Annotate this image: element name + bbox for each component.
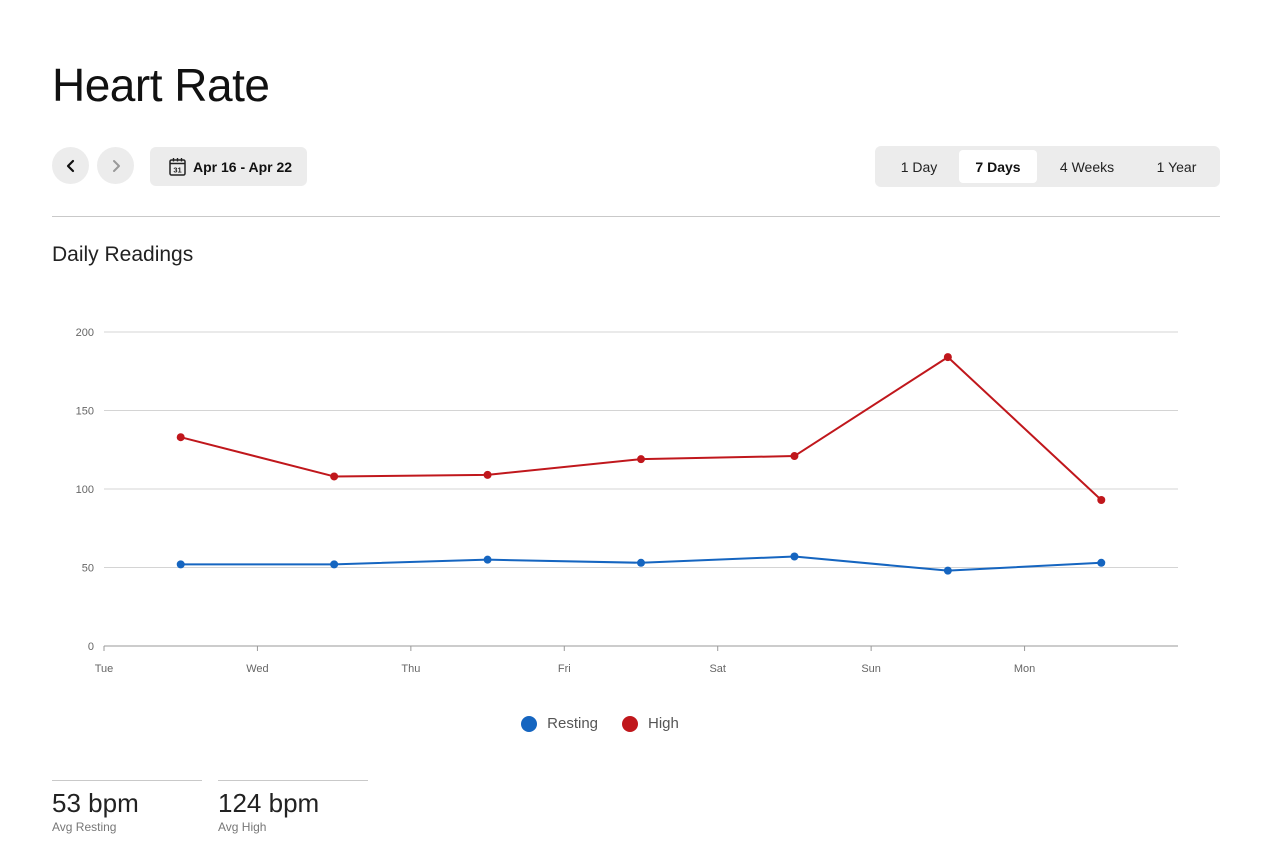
data-point-high [330,472,339,481]
data-point-resting [176,560,185,569]
y-tick-label: 150 [76,406,94,418]
calendar-icon: 31 [169,158,186,176]
x-tick-label: Tue [95,663,114,675]
time-range-selector: 1 Day 7 Days 4 Weeks 1 Year [875,146,1220,187]
legend-item-resting[interactable]: Resting [521,715,598,732]
data-point-resting [330,560,339,569]
data-point-resting [483,555,492,564]
y-tick-label: 200 [76,327,94,339]
range-tab-1-day[interactable]: 1 Day [900,158,938,175]
data-point-high [483,470,492,479]
series-line-high [180,356,1102,501]
legend-swatch-resting [521,715,538,732]
data-point-high [1097,495,1106,504]
data-point-resting [943,566,952,575]
data-point-high [637,455,645,464]
y-tick-label: 100 [76,484,94,496]
calendar-day-number: 31 [173,166,181,175]
x-tick-label: Sun [861,663,881,675]
next-period-button[interactable] [97,147,134,184]
x-tick-label: Thu [401,663,420,675]
data-point-resting [637,558,645,567]
stat-value: 53 bpm [52,788,139,818]
previous-period-button[interactable] [52,147,89,184]
legend-item-high[interactable]: High [622,715,679,732]
stat-value: 124 bpm [218,788,320,818]
legend-label-resting: Resting [547,715,598,732]
y-tick-label: 0 [88,641,94,653]
date-range-picker[interactable]: 31 Apr 16 - Apr 22 [150,147,308,186]
range-tab-7-days[interactable]: 7 Days [959,150,1037,183]
x-tick-label: Sat [709,663,726,675]
data-point-high [790,452,799,461]
legend-swatch-high [622,715,638,732]
heart-rate-line-chart: 0 50 100 150 200 Tue Wed Thu Fri Sat Sun Mon [76,327,1178,675]
header-divider [52,216,1220,217]
chevron-right-icon [112,159,120,172]
stat-label: Avg High [218,820,267,834]
x-tick-label: Mon [1014,663,1035,675]
x-tick-label: Fri [558,663,571,675]
x-tick-label: Wed [246,663,268,675]
date-range-label: Apr 16 - Apr 22 [193,158,293,175]
chevron-left-icon [66,159,74,172]
data-point-high [176,433,185,442]
data-point-high [943,353,952,362]
legend-label-high: High [648,715,679,732]
y-tick-label: 50 [82,563,94,575]
stat-label: Avg Resting [52,820,117,834]
chart-legend: Resting High [0,715,1276,732]
page-title: Heart Rate [52,59,270,111]
data-point-resting [1097,558,1106,567]
stat-avg-high: 124 bpm Avg High [218,780,368,834]
section-title: Daily Readings [52,243,194,266]
range-tab-4-weeks[interactable]: 4 Weeks [1059,158,1115,175]
stat-avg-resting: 53 bpm Avg Resting [52,780,202,834]
range-tab-1-year[interactable]: 1 Year [1156,158,1197,175]
data-point-resting [790,552,799,561]
